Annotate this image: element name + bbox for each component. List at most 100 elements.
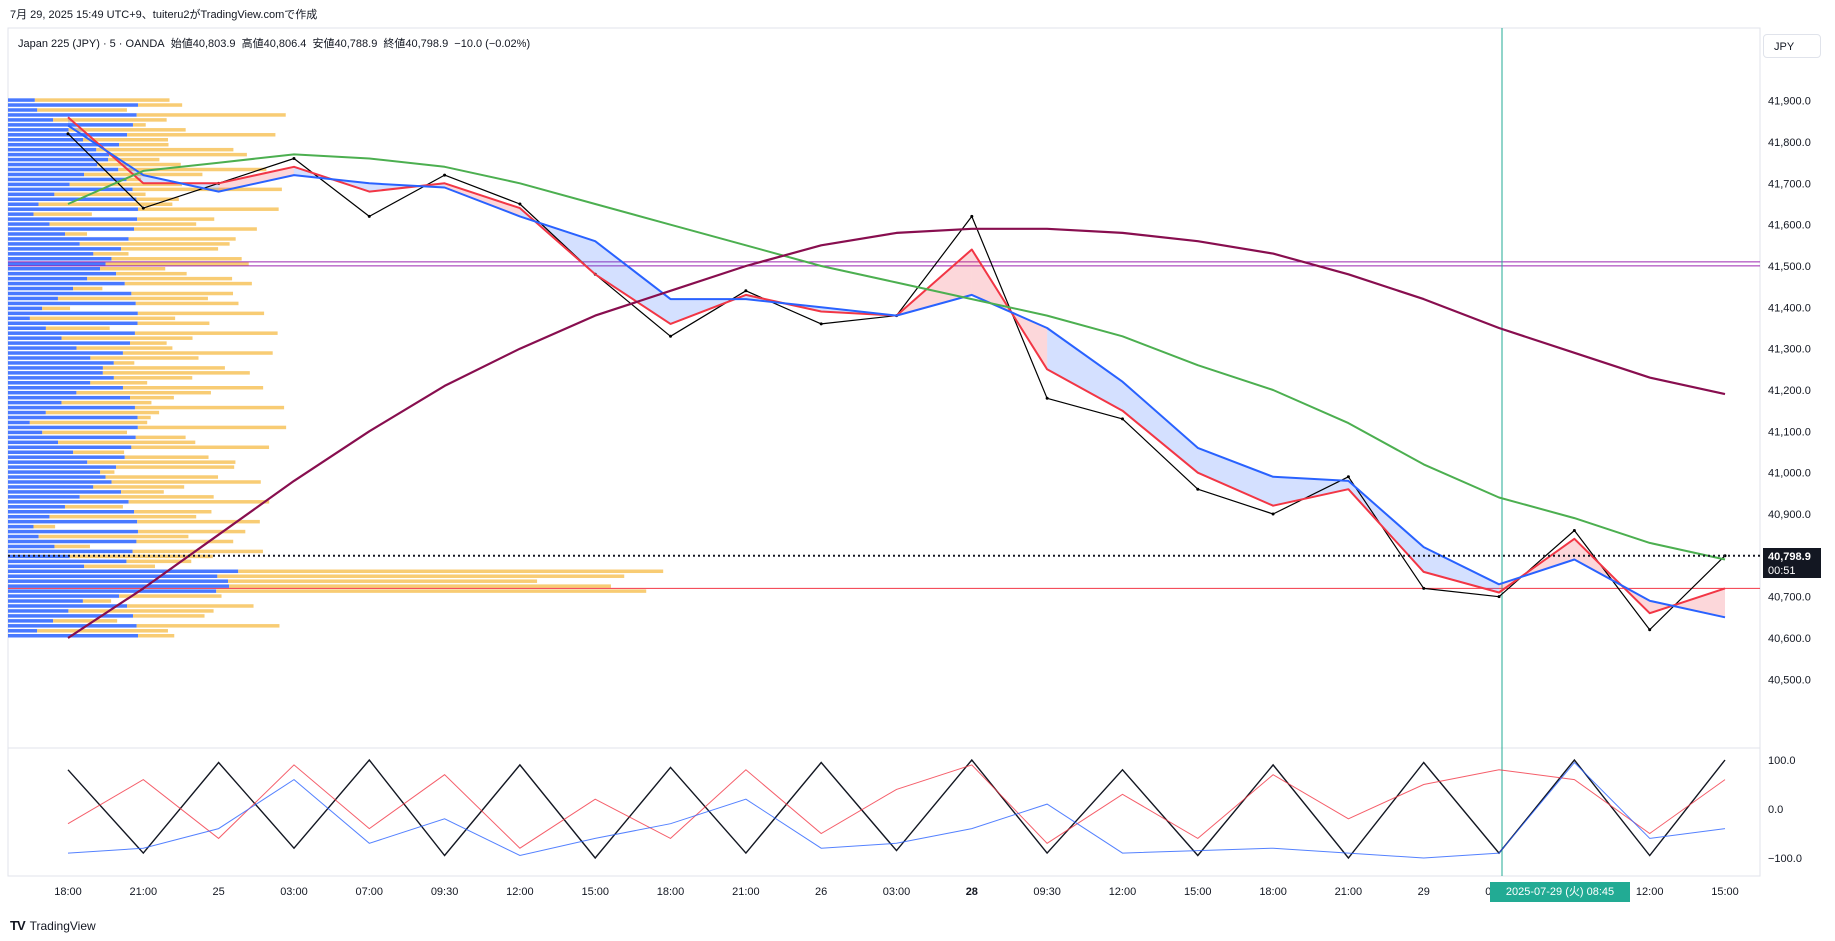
volume-bar-up [8,619,54,623]
volume-bar-up [8,202,39,206]
volume-bar-down [137,425,287,430]
time-tick-label: 21:00 [130,886,158,898]
volume-bar-down [124,281,252,286]
volume-bar-down [82,599,112,603]
volume-bar-down [118,167,267,172]
price-point [819,322,823,326]
volume-bar-down [238,569,664,574]
time-tick-label: 12:00 [1636,886,1664,898]
currency-button[interactable]: JPY [1763,34,1821,58]
volume-bar-down [76,346,173,350]
volume-bar-down [128,500,270,504]
volume-bar-up [8,614,133,618]
osc-slow-line [67,761,1726,859]
volume-bar-up [8,460,88,464]
brand-name: TradingView [29,918,96,933]
volume-bar-up [8,128,69,132]
price-tick-label: 40,700.0 [1768,592,1811,604]
price-point [1422,586,1426,590]
volume-bar-down [87,460,236,464]
volume-bar-up [8,187,133,192]
volume-bar-down [42,306,71,311]
volume-bar-up [8,470,101,474]
time-tick-label: 12:00 [1109,886,1137,898]
volume-bar-down [135,435,186,440]
time-tick-label: 03:00 [883,886,911,898]
volume-bar-down [79,495,214,499]
price-point [1572,529,1576,533]
volume-bar-up [8,316,30,321]
volume-bar-up [8,301,136,306]
volume-bar-up [8,524,34,529]
volume-bar-up [8,495,80,499]
volume-bar-up [8,425,138,430]
volume-bar-down [130,341,167,345]
volume-bar-up [8,227,135,231]
volume-bar-up [8,242,80,246]
time-axis[interactable]: 18:00 21:00 25 03:00 07:00 09:30 12:00 15:00 18:… [54,886,1739,898]
volume-bar-down [93,485,185,489]
volume-bar-up [8,222,50,226]
volume-bar-up [8,544,55,549]
volume-bar-up [8,331,135,335]
time-tick-label: 18:00 [54,886,82,898]
price-line [67,133,1726,631]
volume-bar-up [8,376,114,380]
volume-bar-down [29,316,176,321]
time-tick-label: 09:30 [1033,886,1061,898]
price-point [518,202,522,206]
volume-bar-up [8,410,46,415]
volume-bar-down [79,242,230,246]
volume-bar-up [8,321,138,326]
volume-bar-down [29,420,148,425]
volume-bar-down [136,113,286,117]
volume-bar-down [33,524,56,529]
volume-bar-up [8,157,109,162]
volume-bar-up [8,564,85,569]
volume-bar-up [8,381,91,385]
volume-bar-down [137,217,215,221]
symbol-legend[interactable]: Japan 225 (JPY) · 5 · OANDA 始値40,803.9 高値4… [18,38,531,50]
volume-bar-up [8,177,127,182]
volume-bar-down [137,103,183,107]
volume-bar-up [8,103,138,107]
osc-tick-label: 0.0 [1768,804,1783,816]
price-point [367,214,371,218]
price-point [970,214,974,218]
symbol-name[interactable]: Japan 225 (JPY) [18,38,100,50]
volume-bar-down [118,142,169,147]
volume-bar-down [111,257,242,261]
tradingview-logo[interactable]: ⁠TV TradingView [10,918,96,933]
oscillator-axis[interactable]: 100.0 0.0 −100.0 [1768,755,1802,865]
volume-bar-up [8,599,83,603]
volume-bar-down [121,490,164,494]
volume-bar-up [8,123,133,127]
volume-bar-up [8,529,138,534]
price-axis[interactable]: 41,900.0 41,800.0 41,700.0 41,600.0 41,500.0… [1768,96,1811,687]
volume-bar-down [49,514,197,519]
volume-bar-up [8,371,103,375]
volume-bar-up [8,266,101,271]
volume-bar-down [122,351,273,355]
volume-bar-up [8,118,54,122]
time-tick-label: 15:00 [1184,886,1212,898]
time-tick-label: 18:00 [657,886,685,898]
volume-bar-up [8,366,103,370]
time-tick-label: 21:00 [1335,886,1363,898]
crosshair-time-label: 2025-07-29 (火) 08:45 [1490,882,1630,902]
volume-bar-up [8,247,122,251]
ema-fast-line [67,116,1726,615]
volume-bar-down [38,202,173,206]
volume-bar-up [8,450,74,454]
volume-bar-down [93,252,129,256]
volume-bar-up [8,147,97,152]
volume-profile [8,98,664,638]
ema-cloud-segment [595,241,671,324]
volume-bar-up [8,252,94,256]
volume-bar-down [229,584,611,588]
volume-bar-down [136,624,280,628]
price-tick-label: 41,200.0 [1768,385,1811,397]
volume-bar-down [136,197,179,202]
volume-bar-up [8,559,127,564]
